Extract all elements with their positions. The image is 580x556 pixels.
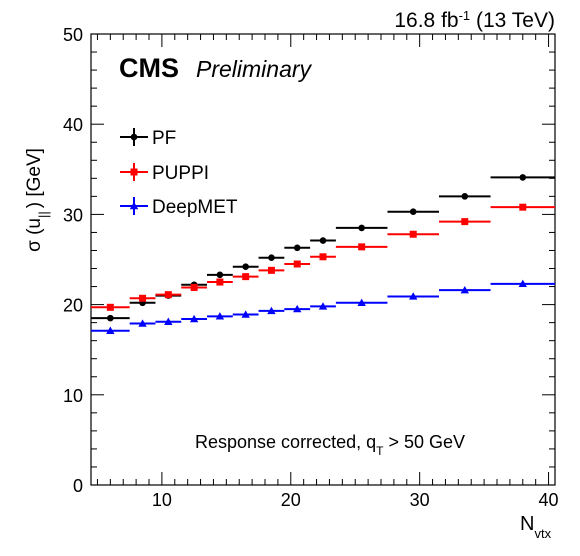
cms-label: CMS (119, 53, 179, 83)
data-point (216, 278, 224, 286)
legend-entry: PF (120, 128, 176, 149)
data-point (519, 174, 527, 181)
x-tick-label: 30 (410, 490, 430, 510)
data-point (139, 294, 147, 302)
legend-label: PUPPI (152, 163, 209, 184)
luminosity-label: 16.8 fb-1 (13 TeV) (394, 8, 555, 33)
x-tick-label: 40 (539, 490, 559, 510)
series-layer (91, 174, 555, 334)
data-point (106, 303, 114, 311)
data-point (409, 208, 417, 215)
series-deepmet (91, 279, 555, 334)
y-tick-label: 0 (73, 476, 83, 496)
data-point (164, 317, 173, 325)
x-tick-labels: 10 20 30 40 (152, 490, 559, 510)
legend-marker (129, 201, 139, 210)
data-point (461, 218, 469, 226)
legend-marker (130, 168, 138, 176)
data-point (358, 243, 366, 251)
x-axis-label: Nvtx (520, 513, 552, 541)
data-point (164, 291, 172, 299)
data-point (242, 273, 250, 281)
data-point (461, 193, 469, 200)
data-point (189, 314, 199, 323)
data-point (460, 285, 469, 294)
x-tick-label: 10 (152, 490, 172, 510)
data-point (242, 263, 249, 271)
data-point (519, 203, 527, 211)
data-point (409, 230, 417, 238)
data-point (190, 283, 198, 291)
data-point (409, 292, 418, 300)
data-point (319, 237, 327, 244)
data-point (106, 326, 115, 334)
y-tick-label: 40 (63, 115, 83, 135)
data-point (215, 312, 225, 320)
y-tick-label: 30 (63, 205, 83, 225)
legend-entry: PUPPI (120, 163, 209, 184)
y-tick-label: 20 (63, 296, 83, 316)
series-puppi (91, 203, 555, 311)
data-point (268, 254, 275, 261)
data-point (293, 304, 302, 313)
legend-label: DeepMET (152, 197, 238, 218)
y-axis-label: σ (u||) [GeV] (24, 148, 51, 252)
legend-entry: DeepMET (120, 197, 238, 218)
data-point (293, 260, 301, 268)
annotation-text: Response corrected, qT > 50 GeV (195, 432, 465, 458)
y-tick-label: 10 (63, 386, 83, 406)
x-tick-label: 20 (281, 490, 301, 510)
plot-frame (90, 33, 556, 486)
data-point (319, 253, 327, 261)
data-point (358, 224, 365, 232)
data-point (357, 298, 366, 306)
y-tick-labels: 0 10 20 30 40 50 (63, 25, 83, 496)
axis-ticks (91, 33, 555, 486)
data-point (107, 314, 114, 322)
data-point (138, 319, 147, 327)
legend-marker (130, 133, 138, 141)
data-point (216, 271, 224, 279)
y-tick-label: 50 (63, 25, 83, 45)
data-point (267, 306, 276, 315)
legend-label: PF (152, 128, 176, 149)
data-point (518, 279, 527, 288)
data-point (267, 266, 275, 274)
legend: PF PUPPI DeepMET (120, 128, 238, 218)
data-point (318, 302, 328, 310)
data-point (293, 244, 301, 252)
data-point (241, 310, 250, 318)
preliminary-label: Preliminary (196, 56, 313, 82)
